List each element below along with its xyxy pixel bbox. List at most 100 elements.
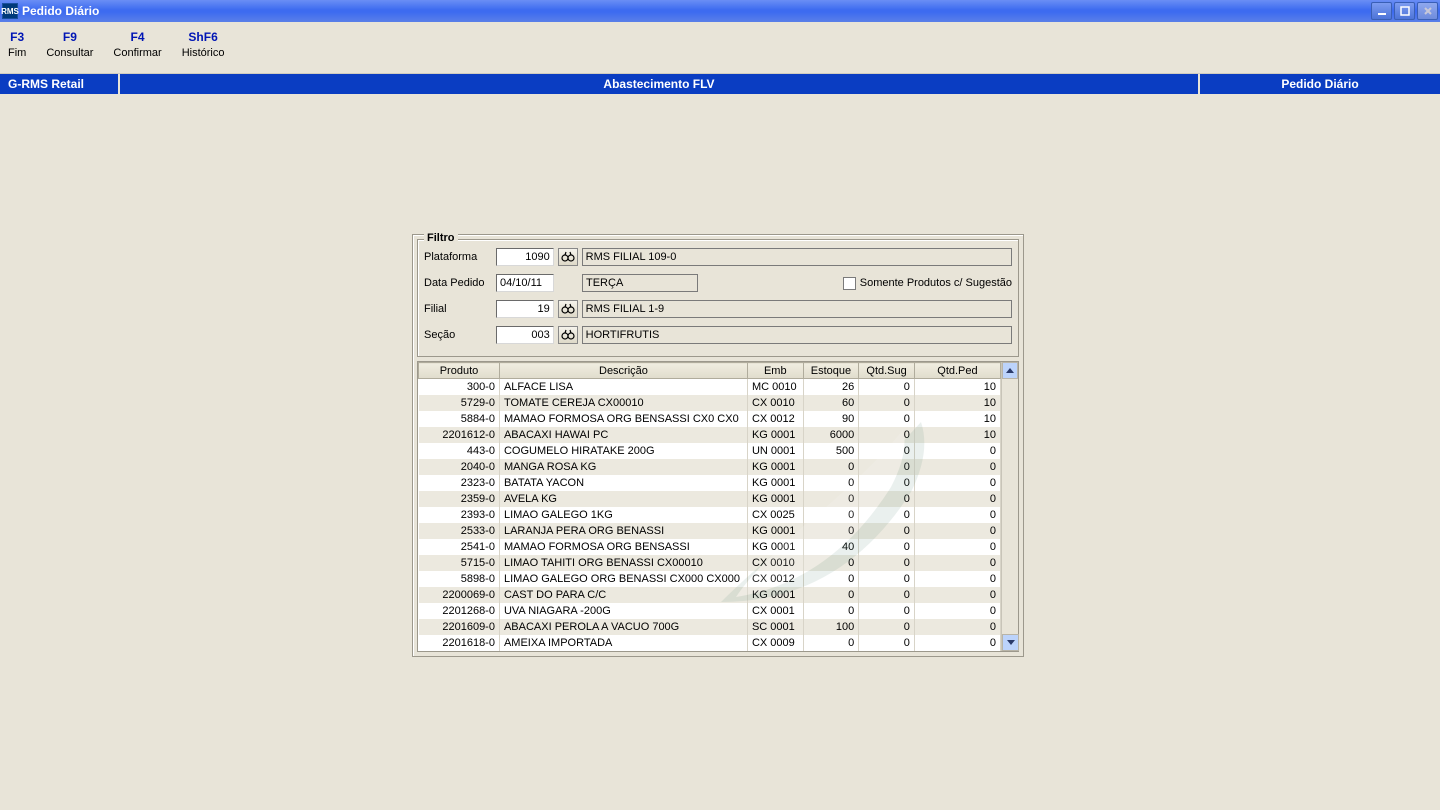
table-cell: MC 0010: [747, 379, 803, 395]
main-panel: Filtro Plataforma RMS FILIAL 109-0 Data …: [412, 234, 1024, 657]
table-cell: 0: [914, 507, 1000, 523]
table-cell: CX 0010: [747, 395, 803, 411]
secao-input[interactable]: [496, 326, 554, 344]
table-cell: KG 0001: [747, 523, 803, 539]
table-cell: LIMAO GALEGO 1KG: [499, 507, 747, 523]
table-cell: 0: [859, 395, 915, 411]
table-cell: 0: [914, 555, 1000, 571]
table-cell: 2201612-0: [419, 427, 500, 443]
secao-desc: HORTIFRUTIS: [582, 326, 1012, 344]
table-cell: 0: [859, 587, 915, 603]
secao-label: Seção: [424, 329, 496, 341]
breadcrumb-band: G-RMS Retail Abastecimento FLV Pedido Di…: [0, 74, 1440, 94]
table-row[interactable]: 2201612-0ABACAXI HAWAI PCKG 00016000010: [419, 427, 1001, 443]
table-cell: 100: [803, 619, 859, 635]
table-row[interactable]: 5715-0LIMAO TAHITI ORG BENASSI CX00010CX…: [419, 555, 1001, 571]
table-cell: KG 0001: [747, 587, 803, 603]
table-row[interactable]: 2201618-0AMEIXA IMPORTADACX 0009000: [419, 635, 1001, 651]
toolbar-label: Confirmar: [113, 46, 161, 60]
table-row[interactable]: 300-0ALFACE LISAMC 001026010: [419, 379, 1001, 395]
table-row[interactable]: 2533-0LARANJA PERA ORG BENASSIKG 0001000: [419, 523, 1001, 539]
chevron-down-icon: [1007, 640, 1015, 645]
filter-legend: Filtro: [424, 232, 458, 244]
table-cell: KG 0001: [747, 539, 803, 555]
table-row[interactable]: 5884-0MAMAO FORMOSA ORG BENSASSI CX0 CX0…: [419, 411, 1001, 427]
table-cell: 26: [803, 379, 859, 395]
table-cell: 0: [914, 587, 1000, 603]
table-cell: AMEIXA IMPORTADA: [499, 635, 747, 651]
toolbar-key: F3: [10, 28, 24, 46]
grid-header-emb[interactable]: Emb: [747, 363, 803, 379]
somente-checkbox[interactable]: [843, 277, 856, 290]
table-row[interactable]: 5898-0LIMAO GALEGO ORG BENASSI CX000 CX0…: [419, 571, 1001, 587]
toolbar-item-consultar[interactable]: F9Consultar: [46, 28, 93, 60]
table-cell: KG 0001: [747, 475, 803, 491]
table-row[interactable]: 2200069-0CAST DO PARA C/CKG 0001000: [419, 587, 1001, 603]
table-cell: ABACAXI PEROLA A VACUO 700G: [499, 619, 747, 635]
table-cell: CX 0010: [747, 555, 803, 571]
table-row[interactable]: 2040-0MANGA ROSA KGKG 0001000: [419, 459, 1001, 475]
grid-header-qtdsug[interactable]: Qtd.Sug: [859, 363, 915, 379]
table-cell: 0: [914, 523, 1000, 539]
table-row[interactable]: 2201268-0UVA NIAGARA -200GCX 0001000: [419, 603, 1001, 619]
grid-header-estoque[interactable]: Estoque: [803, 363, 859, 379]
table-row[interactable]: 2201609-0ABACAXI PEROLA A VACUO 700GSC 0…: [419, 619, 1001, 635]
table-cell: 0: [803, 459, 859, 475]
table-cell: CAST DO PARA C/C: [499, 587, 747, 603]
table-cell: 0: [803, 571, 859, 587]
table-cell: 0: [803, 523, 859, 539]
grid-header-produto[interactable]: Produto: [419, 363, 500, 379]
table-cell: 2359-0: [419, 491, 500, 507]
grid-scrollbar[interactable]: [1001, 362, 1018, 651]
data-pedido-input[interactable]: [496, 274, 554, 292]
filial-label: Filial: [424, 303, 496, 315]
binoculars-icon: [561, 303, 575, 315]
plataforma-input[interactable]: [496, 248, 554, 266]
table-row[interactable]: 2359-0AVELA KGKG 0001000: [419, 491, 1001, 507]
close-button[interactable]: [1417, 2, 1438, 20]
table-cell: 0: [859, 411, 915, 427]
table-cell: TOMATE CEREJA CX00010: [499, 395, 747, 411]
table-cell: 2201268-0: [419, 603, 500, 619]
table-cell: 0: [803, 635, 859, 651]
table-cell: 0: [914, 459, 1000, 475]
grid-header-qtdped[interactable]: Qtd.Ped: [914, 363, 1000, 379]
toolbar-item-fim[interactable]: F3Fim: [8, 28, 26, 60]
plataforma-label: Plataforma: [424, 251, 496, 263]
table-cell: 0: [859, 379, 915, 395]
filial-input[interactable]: [496, 300, 554, 318]
table-cell: 0: [803, 555, 859, 571]
scrollbar-down-button[interactable]: [1002, 634, 1019, 651]
table-cell: KG 0001: [747, 427, 803, 443]
table-cell: 10: [914, 411, 1000, 427]
titlebar: RMS Pedido Diário: [0, 0, 1440, 22]
minimize-button[interactable]: [1371, 2, 1392, 20]
table-cell: 10: [914, 395, 1000, 411]
app-icon: RMS: [2, 3, 18, 19]
filial-lookup-button[interactable]: [558, 300, 578, 318]
table-cell: 0: [914, 539, 1000, 555]
grid-header-descricao[interactable]: Descrição: [499, 363, 747, 379]
table-cell: LARANJA PERA ORG BENASSI: [499, 523, 747, 539]
table-cell: AVELA KG: [499, 491, 747, 507]
toolbar-item-confirmar[interactable]: F4Confirmar: [113, 28, 161, 60]
chevron-up-icon: [1006, 368, 1014, 373]
table-row[interactable]: 443-0COGUMELO HIRATAKE 200GUN 000150000: [419, 443, 1001, 459]
table-row[interactable]: 5729-0TOMATE CEREJA CX00010CX 001060010: [419, 395, 1001, 411]
table-row[interactable]: 2323-0BATATA YACONKG 0001000: [419, 475, 1001, 491]
data-pedido-label: Data Pedido: [424, 277, 496, 289]
toolbar-label: Histórico: [182, 46, 225, 60]
plataforma-lookup-button[interactable]: [558, 248, 578, 266]
filter-fieldset: Filtro Plataforma RMS FILIAL 109-0 Data …: [417, 239, 1019, 357]
toolbar-item-histórico[interactable]: ShF6Histórico: [182, 28, 225, 60]
table-cell: 0: [859, 491, 915, 507]
table-row[interactable]: 2541-0MAMAO FORMOSA ORG BENSASSIKG 00014…: [419, 539, 1001, 555]
maximize-button[interactable]: [1394, 2, 1415, 20]
table-cell: 0: [859, 427, 915, 443]
table-cell: 0: [914, 619, 1000, 635]
table-cell: 0: [914, 603, 1000, 619]
table-row[interactable]: 2393-0LIMAO GALEGO 1KGCX 0025000: [419, 507, 1001, 523]
secao-lookup-button[interactable]: [558, 326, 578, 344]
table-cell: 90: [803, 411, 859, 427]
scrollbar-up-button[interactable]: [1002, 362, 1018, 379]
